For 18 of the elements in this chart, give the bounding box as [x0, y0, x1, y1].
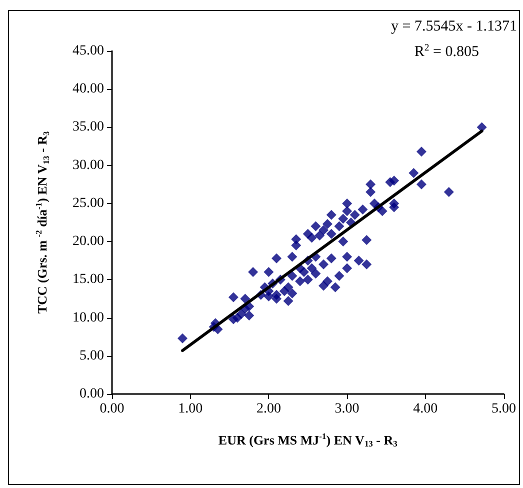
y-tick-label: 45.00 — [72, 44, 104, 58]
y-axis-title: TCC (Grs. m -2 día-1) EN V13 - R3 — [33, 131, 51, 314]
y-tick-label: 10.00 — [72, 310, 104, 326]
x-tick-label: 3.00 — [334, 402, 360, 416]
y-tick-label: 30.00 — [72, 158, 104, 173]
x-tick-label: 5.00 — [492, 402, 516, 416]
y-tick-label: 40.00 — [72, 82, 104, 97]
x-tick-label: 1.00 — [178, 402, 203, 416]
x-tick-label: 4.00 — [413, 402, 438, 416]
x-tick-label: 0.00 — [100, 402, 124, 416]
y-tick-label: 5.00 — [80, 348, 104, 364]
y-tick-label: 15.00 — [72, 272, 104, 288]
y-tick-label: 35.00 — [72, 120, 104, 135]
text: y = 7.5545x - 1.1371 — [391, 18, 518, 34]
y-tick-label: 0.00 — [80, 386, 104, 402]
y-tick-label: 20.00 — [72, 234, 104, 250]
y-tick-label: 25.00 — [72, 196, 104, 211]
x-tick-label: 2.00 — [256, 402, 281, 416]
